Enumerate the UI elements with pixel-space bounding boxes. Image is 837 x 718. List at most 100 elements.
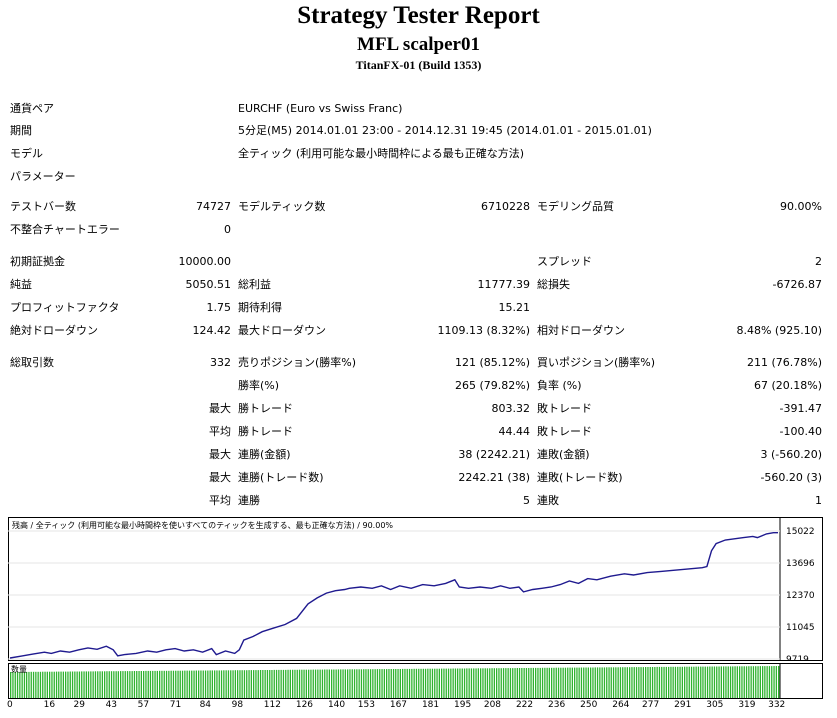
volume-bar xyxy=(567,667,569,698)
volume-bar xyxy=(328,669,330,698)
volume-bar xyxy=(46,671,48,698)
volume-bar xyxy=(523,668,525,698)
volume-bar xyxy=(610,667,612,698)
volume-bar xyxy=(491,668,493,698)
volume-bar xyxy=(262,670,264,698)
stat-label-short-positions: 売りポジション(勝率%) xyxy=(238,356,357,369)
volume-bar xyxy=(773,666,775,698)
volume-bar xyxy=(110,671,113,698)
volume-bar xyxy=(617,667,619,698)
volume-bar xyxy=(374,669,376,698)
volume-bar xyxy=(537,667,539,698)
volume-bar xyxy=(358,669,360,698)
x-tick-label: 140 xyxy=(327,700,346,710)
volume-bar xyxy=(234,670,236,698)
stat-value-max-drawdown: 1109.13 (8.32%) xyxy=(437,324,530,337)
volume-bar xyxy=(557,667,560,698)
volume-bar xyxy=(177,670,179,698)
volume-bar xyxy=(117,671,119,698)
stat-label-long-positions: 買いポジション(勝率%) xyxy=(537,356,656,369)
volume-bar xyxy=(564,667,567,698)
x-tick-label: 153 xyxy=(357,700,375,710)
volume-bar xyxy=(404,668,406,698)
stat-value-max-consec-wins: 38 (2242.21) xyxy=(458,448,530,461)
stat-value-avg-consec-losses: 1 xyxy=(815,494,822,507)
volume-bar xyxy=(734,666,736,698)
volume-bar xyxy=(259,670,262,698)
volume-bar xyxy=(191,670,193,698)
volume-bar xyxy=(674,666,677,698)
volume-bar xyxy=(583,667,585,698)
volume-bar xyxy=(606,667,608,698)
volume-bar xyxy=(771,666,773,698)
volume-bar xyxy=(548,667,550,698)
volume-bar xyxy=(518,668,521,698)
stat-label-test-bars: テストバー数 xyxy=(10,200,76,213)
volume-bar xyxy=(62,671,64,698)
stat-value-model-quality: 90.00% xyxy=(780,200,822,213)
volume-bar xyxy=(720,666,722,698)
volume-bar xyxy=(764,666,766,698)
volume-bar xyxy=(138,671,140,698)
stat-value-rel-drawdown: 8.48% (925.10) xyxy=(736,324,822,337)
volume-bar xyxy=(551,667,553,698)
volume-bar xyxy=(143,671,145,698)
x-tick-label: 0 xyxy=(7,700,13,710)
volume-bar xyxy=(585,667,587,698)
volume-bar xyxy=(165,670,168,698)
volume-bar xyxy=(649,667,651,698)
volume-bar xyxy=(356,669,358,698)
volume-bar xyxy=(615,667,617,698)
volume-bar xyxy=(372,669,374,698)
chart-grid xyxy=(8,530,780,660)
stat-label-avg-consec-losses: 連敗 xyxy=(537,494,559,507)
volume-bar xyxy=(688,666,690,698)
volume-bar xyxy=(131,671,133,698)
volume-bar xyxy=(681,666,683,698)
volume-bar xyxy=(78,671,81,698)
volume-bar xyxy=(459,668,461,698)
x-tick-label: 84 xyxy=(199,700,212,710)
volume-bar xyxy=(443,668,445,698)
volume-bar xyxy=(408,668,411,698)
server-build: TitanFX-01 (Build 1353) xyxy=(355,58,482,72)
x-tick-label: 98 xyxy=(231,700,244,710)
volume-bar xyxy=(706,666,709,698)
stat-value-short-positions: 121 (85.12%) xyxy=(454,356,530,369)
stat-value-long-positions: 211 (76.78%) xyxy=(746,356,822,369)
volume-bar xyxy=(230,670,232,698)
volume-bar xyxy=(344,669,346,698)
volume-bar xyxy=(106,671,108,698)
volume-bar xyxy=(729,666,732,698)
stat-label-model-ticks: モデルティック数 xyxy=(238,200,326,213)
volume-bar xyxy=(521,668,523,698)
volume-bar xyxy=(296,669,298,698)
stat-value-net-profit: 5050.51 xyxy=(185,278,232,291)
info-value-symbol: EURCHF (Euro vs Swiss Franc) xyxy=(238,102,403,115)
volume-bar xyxy=(594,667,596,698)
volume-bar xyxy=(337,669,340,698)
volume-bar xyxy=(700,666,702,698)
stat-value-model-ticks: 6710228 xyxy=(481,200,530,213)
x-tick-label: 319 xyxy=(738,700,756,710)
volume-bar xyxy=(342,669,344,698)
volume-bar xyxy=(285,669,287,698)
volume-bar xyxy=(388,669,390,698)
volume-bar xyxy=(39,671,42,698)
volume-bar xyxy=(379,669,381,698)
chart-title: 残高 / 全ティック (利用可能な最小時間枠を使いすべてのティックを生成する、最… xyxy=(12,520,393,530)
volume-bar xyxy=(560,667,562,698)
volume-bar xyxy=(179,670,181,698)
x-tick-label: 332 xyxy=(768,700,786,710)
volume-bar xyxy=(629,667,631,698)
volume-bar xyxy=(287,669,289,698)
volume-bar xyxy=(184,670,186,698)
volume-bar xyxy=(713,666,716,698)
info-label-period: 期間 xyxy=(10,124,32,137)
volume-bar xyxy=(599,667,601,698)
volume-bar xyxy=(395,669,397,698)
volume-bar xyxy=(668,666,670,698)
volume-bar xyxy=(638,667,640,698)
volume-bar xyxy=(743,666,745,698)
volume-bar xyxy=(670,666,672,698)
